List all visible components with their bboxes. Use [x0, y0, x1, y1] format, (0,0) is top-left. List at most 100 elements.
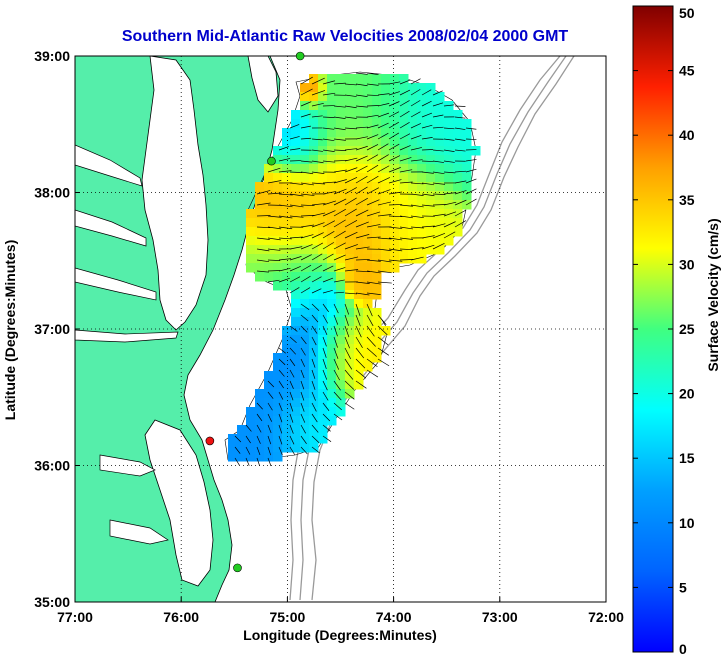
- velocity-cell: [246, 254, 256, 264]
- velocity-cell: [318, 371, 328, 381]
- velocity-arrow: [377, 122, 389, 129]
- velocity-arrow: [300, 171, 314, 175]
- velocity-cell: [435, 227, 445, 237]
- velocity-arrow: [322, 402, 330, 411]
- velocity-cell: [327, 326, 337, 336]
- velocity-cell: [255, 443, 265, 453]
- velocity-arrow: [278, 358, 286, 366]
- velocity-arrow: [443, 231, 456, 239]
- velocity-cell: [327, 272, 337, 282]
- velocity-cell: [291, 110, 301, 120]
- velocity-cell: [435, 245, 445, 255]
- velocity-cell: [417, 227, 427, 237]
- velocity-arrow: [454, 138, 466, 141]
- velocity-cell: [399, 101, 409, 111]
- velocity-arrow: [344, 94, 357, 97]
- velocity-cell: [345, 380, 355, 390]
- velocity-cell: [345, 128, 355, 138]
- velocity-cell: [345, 326, 355, 336]
- velocity-cell: [291, 164, 301, 174]
- velocity-cell: [390, 128, 400, 138]
- velocity-cell: [363, 110, 373, 120]
- velocity-arrow: [399, 181, 413, 184]
- velocity-arrow: [300, 287, 311, 294]
- velocity-cell: [390, 173, 400, 183]
- x-tick-label: 74:00: [376, 609, 412, 625]
- velocity-cell: [372, 191, 382, 201]
- velocity-arrow: [410, 215, 424, 219]
- velocity-arrow: [443, 211, 457, 217]
- velocity-arrow: [300, 101, 312, 107]
- velocity-cell: [363, 263, 373, 273]
- velocity-cell: [291, 299, 301, 309]
- velocity-cell: [291, 281, 301, 291]
- velocity-arrow: [278, 226, 293, 230]
- velocity-arrow: [366, 224, 381, 228]
- velocity-cell: [372, 164, 382, 174]
- velocity-arrow: [322, 242, 335, 250]
- velocity-cell: [372, 263, 382, 273]
- velocity-arrow: [278, 347, 286, 354]
- velocity-arrow: [399, 145, 411, 151]
- velocity-cell: [372, 326, 382, 336]
- velocity-arrow: [377, 165, 390, 173]
- velocity-cell: [444, 227, 454, 237]
- velocity-cell: [318, 407, 328, 417]
- velocity-arrow: [377, 259, 392, 263]
- velocity-cell: [291, 182, 301, 192]
- velocity-cell: [354, 263, 364, 273]
- velocity-arrow: [410, 182, 424, 185]
- velocity-arrow: [289, 424, 294, 434]
- velocity-arrow: [267, 424, 272, 434]
- velocity-arrow: [377, 347, 390, 356]
- velocity-cell: [453, 146, 463, 156]
- velocity-cell: [453, 173, 463, 183]
- velocity-arrow: [311, 149, 323, 152]
- velocity-cell: [318, 434, 328, 444]
- velocity-arrow: [355, 145, 368, 151]
- velocity-cell: [273, 362, 283, 372]
- velocity-cell: [291, 317, 301, 327]
- velocity-cell: [354, 254, 364, 264]
- velocity-cell: [327, 416, 337, 426]
- velocity-arrow: [344, 157, 358, 162]
- velocity-arrow: [344, 347, 351, 360]
- velocity-cell: [282, 353, 292, 363]
- velocity-cell: [345, 83, 355, 93]
- velocity-cell: [390, 263, 400, 273]
- velocity-arrow: [399, 226, 413, 230]
- velocity-cell: [363, 254, 373, 264]
- velocity-cell: [255, 416, 265, 426]
- velocity-arrow: [267, 270, 280, 272]
- velocity-arrow: [454, 127, 466, 130]
- velocity-cell: [309, 407, 319, 417]
- velocity-cell: [309, 326, 319, 336]
- velocity-cell: [354, 119, 364, 129]
- velocity-cell: [300, 416, 310, 426]
- velocity-arrow: [300, 244, 313, 250]
- velocity-cell: [453, 182, 463, 192]
- velocity-cell: [381, 218, 391, 228]
- velocity-arrow: [322, 277, 334, 283]
- velocity-cell: [282, 326, 292, 336]
- velocity-arrow: [355, 369, 367, 379]
- velocity-cell: [381, 326, 391, 336]
- velocity-cell: [282, 407, 292, 417]
- velocity-cell: [327, 182, 337, 192]
- velocity-arrow: [311, 115, 323, 118]
- velocity-arrow: [256, 237, 270, 240]
- velocity-cell: [363, 362, 373, 372]
- velocity-cell: [300, 83, 310, 93]
- velocity-arrow: [388, 91, 400, 96]
- velocity-cell: [291, 200, 301, 210]
- velocity-cell: [336, 191, 346, 201]
- velocity-cell: [399, 245, 409, 255]
- velocity-cell: [345, 236, 355, 246]
- velocity-cell: [300, 182, 310, 192]
- velocity-cell: [381, 74, 391, 84]
- velocity-cell: [345, 164, 355, 174]
- velocity-cell: [363, 353, 373, 363]
- velocity-cell: [309, 182, 319, 192]
- velocity-cell: [246, 245, 256, 255]
- velocity-cell: [309, 236, 319, 246]
